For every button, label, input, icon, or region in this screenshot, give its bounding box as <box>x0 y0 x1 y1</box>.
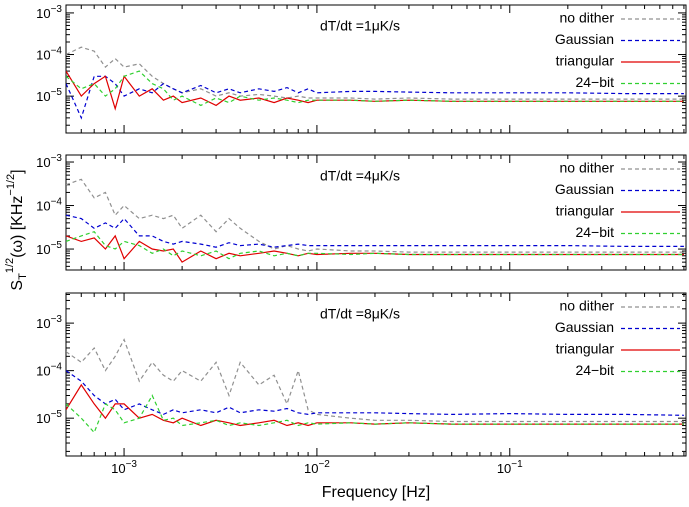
x-tick-label: 10−1 <box>497 459 523 477</box>
series-line <box>66 70 684 107</box>
legend-label: Gaussian <box>555 319 614 335</box>
y-tick-label: 10−5 <box>36 240 62 258</box>
series-line <box>66 370 684 416</box>
y-tick-label: 10−3 <box>36 314 62 332</box>
y-tick-label: 10−5 <box>36 87 62 105</box>
panel: 10−5 10−4 10−3 no dither Gaussian triangular 2… <box>36 4 687 134</box>
series-line <box>66 394 684 434</box>
x-axis-label: Frequency [Hz] <box>322 484 430 501</box>
series-line <box>66 383 684 427</box>
legend-label: Gaussian <box>555 181 614 197</box>
legend-label: 24−bit <box>575 224 614 240</box>
x-tick-label: 10−3 <box>111 459 137 477</box>
x-tick-label: 10−2 <box>304 459 330 477</box>
plot-frame <box>65 292 687 457</box>
legend-label: no dither <box>560 298 615 314</box>
series-line <box>66 214 684 248</box>
y-tick-label: 10−5 <box>36 409 62 427</box>
annotation: dT/dt =1μK/s <box>320 18 400 34</box>
legend-label: 24−bit <box>575 362 614 378</box>
y-axis-label: ST1/2(ω) [KHz−1/2] <box>4 169 29 290</box>
series-group <box>66 338 684 434</box>
legend-label: 24−bit <box>575 74 614 90</box>
series-group <box>66 46 684 120</box>
y-tick-label: 10−4 <box>36 45 62 63</box>
legend-label: no dither <box>560 160 615 176</box>
panel: 10−3 10−2 10−1 10−5 10−4 10−3 no dither Gaussia… <box>36 292 687 477</box>
y-tick-label: 10−4 <box>36 196 62 214</box>
series-line <box>66 178 684 253</box>
legend-label: triangular <box>556 53 615 69</box>
y-tick-label: 10−3 <box>36 153 62 171</box>
legend-label: Gaussian <box>555 31 614 47</box>
legend-label: triangular <box>556 203 615 219</box>
annotation: dT/dt =4μK/s <box>320 168 400 184</box>
series-line <box>66 231 684 260</box>
annotation: dT/dt =8μK/s <box>320 306 400 322</box>
series-line <box>66 338 684 423</box>
series-group <box>66 178 684 263</box>
y-tick-label: 10−3 <box>36 4 62 22</box>
y-tick-label: 10−4 <box>36 361 62 379</box>
legend-label: triangular <box>556 341 615 357</box>
plot-frame <box>65 4 687 134</box>
legend-label: no dither <box>560 10 615 26</box>
series-line <box>66 70 684 111</box>
series-line <box>66 75 684 120</box>
panel: 10−5 10−4 10−3 no dither Gaussian triangular 2… <box>36 153 687 271</box>
series-line <box>66 234 684 263</box>
